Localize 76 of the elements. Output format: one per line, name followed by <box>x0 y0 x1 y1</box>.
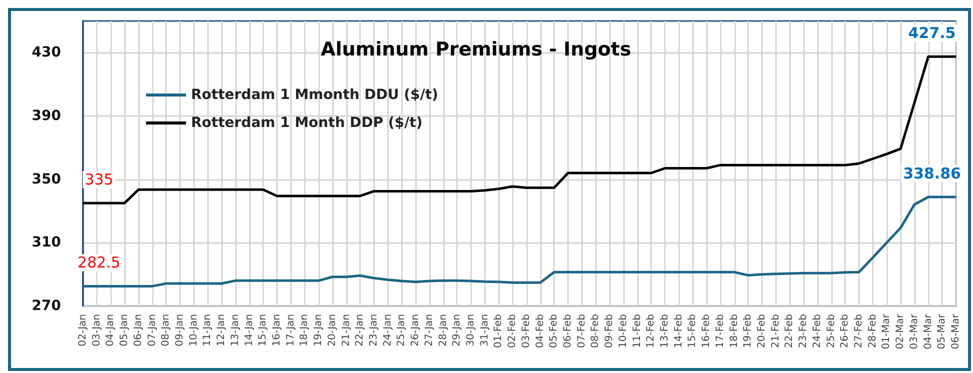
x-tick-label: 09-Feb <box>604 314 616 348</box>
x-tick-label: 05-Jan <box>119 314 130 346</box>
x-tick-label: 04-Jan <box>105 314 116 346</box>
x-tick-label: 04-Feb <box>534 314 546 348</box>
x-tick-label: 02-Mar <box>895 313 906 350</box>
x-tick-label: 10-Jan <box>188 314 200 346</box>
x-tick-label: 21-Jan <box>340 314 352 346</box>
x-tick-label: 01-Feb <box>493 314 504 348</box>
x-tick-label: 07-Feb <box>576 314 588 348</box>
x-tick-label: 06-Feb <box>562 314 574 348</box>
x-tick-label: 22-Feb <box>784 314 796 348</box>
x-tick-label: 19-Jan <box>313 314 324 346</box>
x-tick-label: 07-Jan <box>146 314 158 346</box>
y-tick-label: 430 <box>32 44 62 61</box>
x-tick-label: 16-Jan <box>272 314 282 346</box>
legend-label: Rotterdam 1 Month DDP ($/t) <box>191 115 422 131</box>
x-tick-label: 26-Jan <box>410 314 422 346</box>
x-tick-label: 27-Feb <box>854 314 864 348</box>
x-tick-label: 25-Feb <box>826 314 837 348</box>
x-tick-label: 02-Jan <box>78 314 88 346</box>
y-tick-label: 350 <box>32 171 62 188</box>
x-tick-label: 11-Jan <box>202 314 214 346</box>
data-label: 335 <box>84 170 114 189</box>
x-tick-label: 14-Jan <box>244 314 255 346</box>
x-tick-label: 18-Feb <box>728 314 740 348</box>
x-tick-label: 17-Feb <box>714 314 726 348</box>
x-tick-label: 20-Feb <box>756 314 768 348</box>
legend-label: Rotterdam 1 Mmonth DDU ($/t) <box>191 87 438 103</box>
x-tick-label: 06-Jan <box>132 314 144 346</box>
x-tick-label: 15-Feb <box>687 314 698 348</box>
y-tick-label: 390 <box>32 108 62 124</box>
x-tick-label: 20-Jan <box>326 314 338 346</box>
data-label: 282.5 <box>78 254 120 272</box>
data-label: 427.5 <box>908 24 956 42</box>
x-tick-label: 28-Jan <box>438 314 449 346</box>
x-tick-label: 29-Jan <box>452 314 463 346</box>
x-tick-label: 26-Feb <box>840 314 851 348</box>
x-tick-label: 25-Jan <box>396 314 408 346</box>
x-tick-label: 30-Jan <box>466 314 476 346</box>
x-tick-label: 11-Feb <box>632 314 643 348</box>
x-tick-label: 27-Jan <box>424 314 435 346</box>
x-tick-label: 15-Jan <box>258 314 269 346</box>
x-tick-label: 24-Jan <box>382 314 394 346</box>
x-tick-label: 03-Jan <box>91 314 102 346</box>
x-tick-label: 13-Feb <box>660 314 670 348</box>
x-tick-label: 19-Feb <box>742 314 754 348</box>
x-tick-label: 14-Feb <box>673 314 684 348</box>
x-tick-label: 12-Feb <box>646 314 657 348</box>
x-tick-label: 28-Feb <box>867 314 878 348</box>
x-tick-label: 08-Jan <box>160 314 172 346</box>
x-tick-label: 05-Mar <box>936 313 948 350</box>
x-tick-label: 02-Feb <box>507 314 518 348</box>
x-tick-label: 06-Mar <box>950 313 962 350</box>
x-tick-label: 13-Jan <box>230 314 241 346</box>
x-tick-label: 10-Feb <box>618 314 629 348</box>
x-tick-label: 08-Feb <box>590 314 602 348</box>
x-tick-label: 12-Jan <box>216 314 228 346</box>
x-tick-label: 23-Feb <box>798 314 810 348</box>
x-tick-label: 03-Mar <box>908 313 920 350</box>
text: Aluminum Premiums - Ingots <box>320 38 632 60</box>
x-tick-label: 09-Jan <box>174 314 186 346</box>
y-tick-label: 310 <box>32 234 62 251</box>
x-tick-label: 23-Jan <box>368 314 380 346</box>
x-tick-label: 01-Mar <box>881 313 892 350</box>
y-tick-label: 270 <box>32 298 62 314</box>
x-tick-label: 16-Feb <box>701 314 712 348</box>
x-tick-label: 24-Feb <box>812 314 823 348</box>
x-tick-label: 22-Jan <box>354 314 366 346</box>
x-tick-label: 18-Jan <box>299 314 310 346</box>
x-tick-label: 17-Jan <box>285 314 296 346</box>
x-tick-label: 03-Feb <box>520 314 532 348</box>
x-tick-label: 05-Feb <box>548 314 560 348</box>
x-tick-label: 04-Mar <box>922 313 934 350</box>
x-tick-label: 31-Jan <box>479 314 490 346</box>
data-label: 338.86 <box>903 164 961 182</box>
x-tick-label: 21-Feb <box>770 314 782 348</box>
